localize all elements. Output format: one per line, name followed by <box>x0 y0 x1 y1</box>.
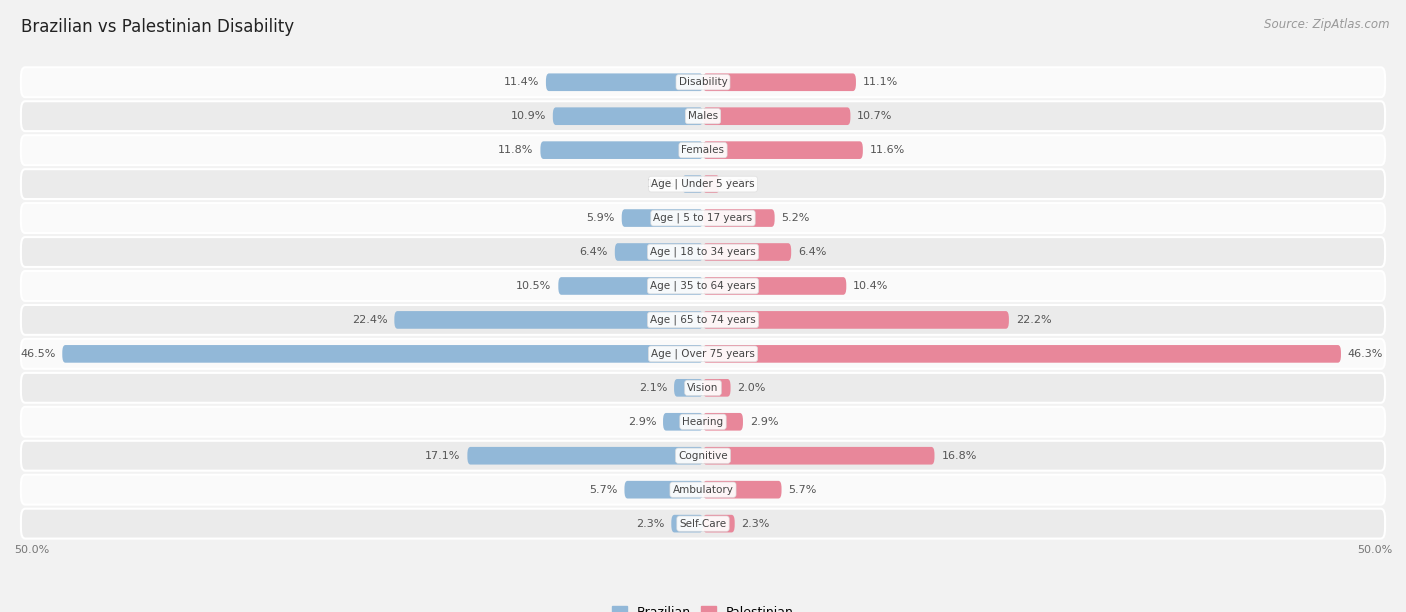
Text: Cognitive: Cognitive <box>678 450 728 461</box>
Text: 2.1%: 2.1% <box>638 383 668 393</box>
FancyBboxPatch shape <box>703 175 720 193</box>
Text: Females: Females <box>682 145 724 155</box>
FancyBboxPatch shape <box>703 107 851 125</box>
FancyBboxPatch shape <box>467 447 703 465</box>
FancyBboxPatch shape <box>703 311 1010 329</box>
FancyBboxPatch shape <box>546 73 703 91</box>
Text: Brazilian vs Palestinian Disability: Brazilian vs Palestinian Disability <box>21 18 294 36</box>
Text: 5.7%: 5.7% <box>589 485 617 494</box>
FancyBboxPatch shape <box>703 243 792 261</box>
Text: 10.4%: 10.4% <box>853 281 889 291</box>
FancyBboxPatch shape <box>703 413 742 431</box>
Text: 11.4%: 11.4% <box>503 77 538 88</box>
Text: 17.1%: 17.1% <box>425 450 461 461</box>
Text: 10.9%: 10.9% <box>510 111 546 121</box>
FancyBboxPatch shape <box>540 141 703 159</box>
Text: 11.1%: 11.1% <box>863 77 898 88</box>
FancyBboxPatch shape <box>703 515 735 532</box>
Text: Males: Males <box>688 111 718 121</box>
Text: 46.3%: 46.3% <box>1348 349 1384 359</box>
FancyBboxPatch shape <box>614 243 703 261</box>
Text: Disability: Disability <box>679 77 727 88</box>
Text: 2.9%: 2.9% <box>627 417 657 427</box>
Text: Hearing: Hearing <box>682 417 724 427</box>
FancyBboxPatch shape <box>21 237 1385 267</box>
Text: 11.6%: 11.6% <box>870 145 905 155</box>
Text: 5.7%: 5.7% <box>789 485 817 494</box>
FancyBboxPatch shape <box>21 475 1385 505</box>
FancyBboxPatch shape <box>21 339 1385 369</box>
Text: 22.4%: 22.4% <box>352 315 388 325</box>
FancyBboxPatch shape <box>21 203 1385 233</box>
Text: Age | 5 to 17 years: Age | 5 to 17 years <box>654 213 752 223</box>
FancyBboxPatch shape <box>21 169 1385 199</box>
Text: 11.8%: 11.8% <box>498 145 533 155</box>
Legend: Brazilian, Palestinian: Brazilian, Palestinian <box>607 601 799 612</box>
FancyBboxPatch shape <box>664 413 703 431</box>
FancyBboxPatch shape <box>21 101 1385 131</box>
FancyBboxPatch shape <box>553 107 703 125</box>
FancyBboxPatch shape <box>21 441 1385 471</box>
FancyBboxPatch shape <box>703 379 731 397</box>
FancyBboxPatch shape <box>703 209 775 227</box>
Text: 22.2%: 22.2% <box>1015 315 1052 325</box>
Text: Ambulatory: Ambulatory <box>672 485 734 494</box>
Text: Self-Care: Self-Care <box>679 518 727 529</box>
FancyBboxPatch shape <box>703 447 935 465</box>
Text: 10.5%: 10.5% <box>516 281 551 291</box>
Text: Vision: Vision <box>688 383 718 393</box>
Text: 16.8%: 16.8% <box>942 450 977 461</box>
Text: 2.3%: 2.3% <box>741 518 770 529</box>
FancyBboxPatch shape <box>62 345 703 363</box>
Text: Age | 65 to 74 years: Age | 65 to 74 years <box>650 315 756 325</box>
Text: 6.4%: 6.4% <box>799 247 827 257</box>
FancyBboxPatch shape <box>703 277 846 295</box>
FancyBboxPatch shape <box>21 305 1385 335</box>
FancyBboxPatch shape <box>21 135 1385 165</box>
Text: 2.9%: 2.9% <box>749 417 779 427</box>
FancyBboxPatch shape <box>703 481 782 499</box>
FancyBboxPatch shape <box>703 345 1341 363</box>
Text: Age | Over 75 years: Age | Over 75 years <box>651 349 755 359</box>
Text: 5.9%: 5.9% <box>586 213 614 223</box>
Text: 1.5%: 1.5% <box>647 179 675 189</box>
Text: 1.2%: 1.2% <box>727 179 755 189</box>
Text: 2.3%: 2.3% <box>636 518 665 529</box>
Text: 2.0%: 2.0% <box>738 383 766 393</box>
Text: 10.7%: 10.7% <box>858 111 893 121</box>
Text: 46.5%: 46.5% <box>20 349 55 359</box>
FancyBboxPatch shape <box>21 407 1385 437</box>
Text: Source: ZipAtlas.com: Source: ZipAtlas.com <box>1264 18 1389 31</box>
FancyBboxPatch shape <box>558 277 703 295</box>
FancyBboxPatch shape <box>671 515 703 532</box>
FancyBboxPatch shape <box>21 271 1385 301</box>
Text: 6.4%: 6.4% <box>579 247 607 257</box>
FancyBboxPatch shape <box>673 379 703 397</box>
FancyBboxPatch shape <box>703 141 863 159</box>
Text: 5.2%: 5.2% <box>782 213 810 223</box>
Text: Age | 18 to 34 years: Age | 18 to 34 years <box>650 247 756 257</box>
FancyBboxPatch shape <box>21 509 1385 539</box>
Text: Age | 35 to 64 years: Age | 35 to 64 years <box>650 281 756 291</box>
FancyBboxPatch shape <box>21 67 1385 97</box>
FancyBboxPatch shape <box>394 311 703 329</box>
FancyBboxPatch shape <box>682 175 703 193</box>
Text: 50.0%: 50.0% <box>14 545 49 555</box>
FancyBboxPatch shape <box>621 209 703 227</box>
FancyBboxPatch shape <box>21 373 1385 403</box>
Text: 50.0%: 50.0% <box>1357 545 1392 555</box>
Text: Age | Under 5 years: Age | Under 5 years <box>651 179 755 189</box>
FancyBboxPatch shape <box>624 481 703 499</box>
FancyBboxPatch shape <box>703 73 856 91</box>
